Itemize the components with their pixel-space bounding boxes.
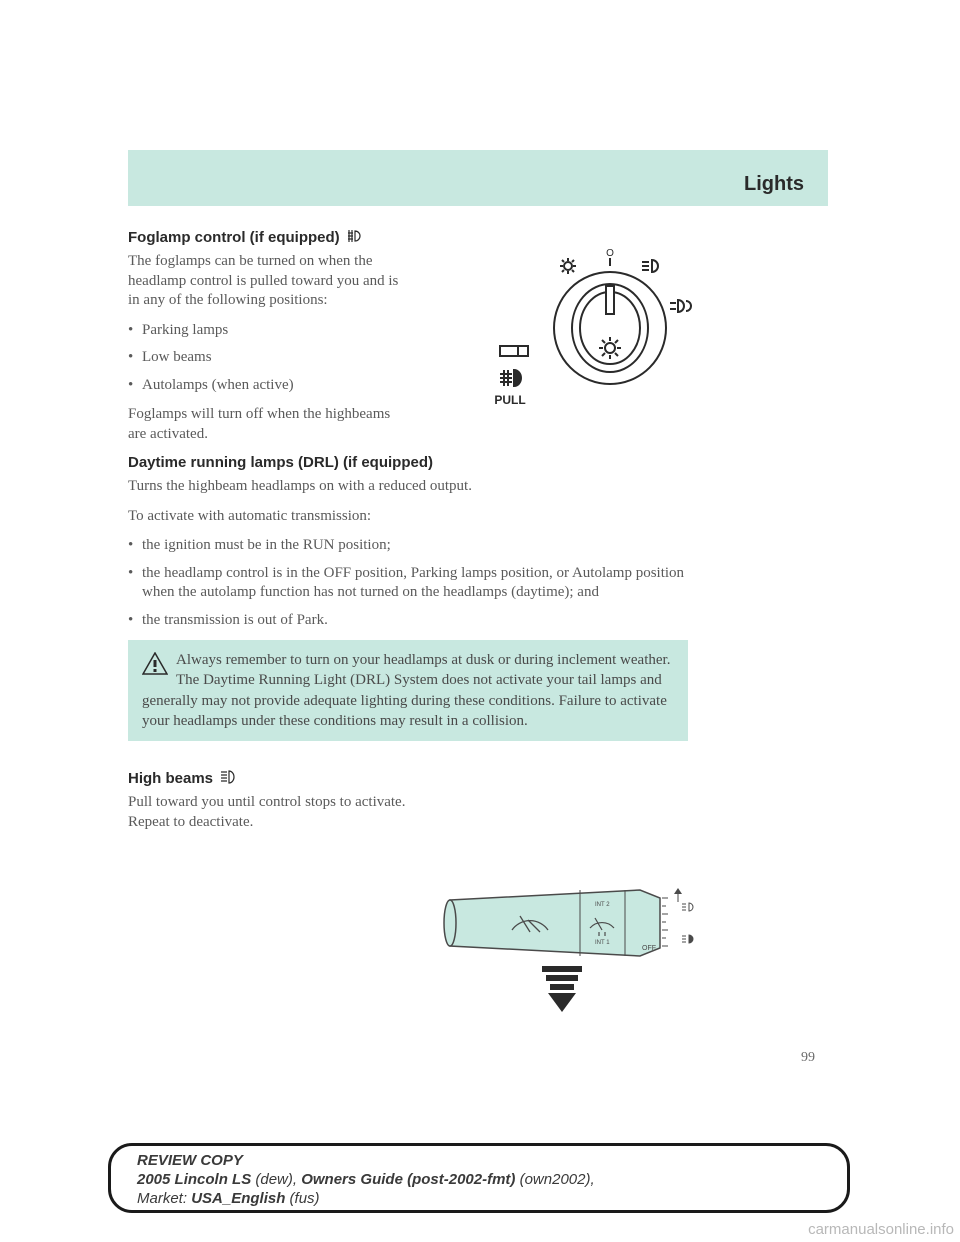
- highbeams-p1: Pull toward you until control stops to a…: [128, 793, 408, 832]
- foglamp-intro: The foglamps can be turned on when the h…: [128, 252, 408, 311]
- foglamp-heading: Foglamp control (if equipped): [128, 228, 688, 246]
- drl-heading: Daytime running lamps (DRL) (if equipped…: [128, 454, 688, 471]
- footer-box: REVIEW COPY 2005 Lincoln LS (dew), Owner…: [108, 1143, 850, 1213]
- header-band: Lights: [128, 150, 828, 206]
- list-item: Low beams: [128, 348, 408, 368]
- warning-box: Always remember to turn on your headlamp…: [128, 640, 688, 741]
- foglamp-icon: [346, 228, 364, 244]
- footer-fus: (fus): [290, 1190, 320, 1207]
- foglamp-heading-text: Foglamp control (if equipped): [128, 229, 340, 246]
- highbeams-heading: High beams: [128, 769, 688, 787]
- warning-text: Always remember to turn on your headlamp…: [142, 652, 670, 729]
- list-item: Parking lamps: [128, 321, 408, 341]
- drl-bullets: the ignition must be in the RUN position…: [128, 536, 688, 630]
- drl-p2: To activate with automatic transmission:: [128, 507, 688, 527]
- footer-guide: Owners Guide (post-2002-fmt): [301, 1171, 519, 1188]
- footer-dew: (dew),: [255, 1171, 301, 1188]
- list-item: the ignition must be in the RUN position…: [128, 536, 688, 556]
- page-number: 99: [801, 1050, 815, 1066]
- footer-review: REVIEW COPY: [137, 1152, 243, 1169]
- highbeam-icon: [219, 769, 239, 785]
- list-item: the transmission is out of Park.: [128, 611, 688, 631]
- headlamp-knob-figure: O: [460, 248, 710, 428]
- svg-text:O: O: [606, 248, 614, 259]
- warning-icon: [142, 652, 168, 676]
- list-item: Autolamps (when active): [128, 376, 408, 396]
- watermark: carmanualsonline.info: [808, 1221, 954, 1238]
- pull-label: PULL: [494, 393, 525, 407]
- svg-text:INT 2: INT 2: [595, 902, 610, 908]
- footer-market: USA_English: [191, 1190, 289, 1207]
- footer-own: (own2002),: [520, 1171, 595, 1188]
- drl-p1: Turns the highbeam headlamps on with a r…: [128, 477, 688, 497]
- stalk-figure: INT 2 INT 1 OFF: [430, 870, 730, 1040]
- footer-market-label: Market:: [137, 1190, 191, 1207]
- section-title: Lights: [744, 173, 804, 196]
- list-item: the headlamp control is in the OFF posit…: [128, 564, 688, 603]
- foglamp-after: Foglamps will turn off when the highbeam…: [128, 405, 408, 444]
- foglamp-bullets: Parking lamps Low beams Autolamps (when …: [128, 321, 408, 396]
- highbeams-heading-text: High beams: [128, 770, 213, 787]
- footer-model: 2005 Lincoln LS: [137, 1171, 255, 1188]
- svg-text:INT 1: INT 1: [595, 940, 610, 946]
- off-label: OFF: [642, 945, 656, 952]
